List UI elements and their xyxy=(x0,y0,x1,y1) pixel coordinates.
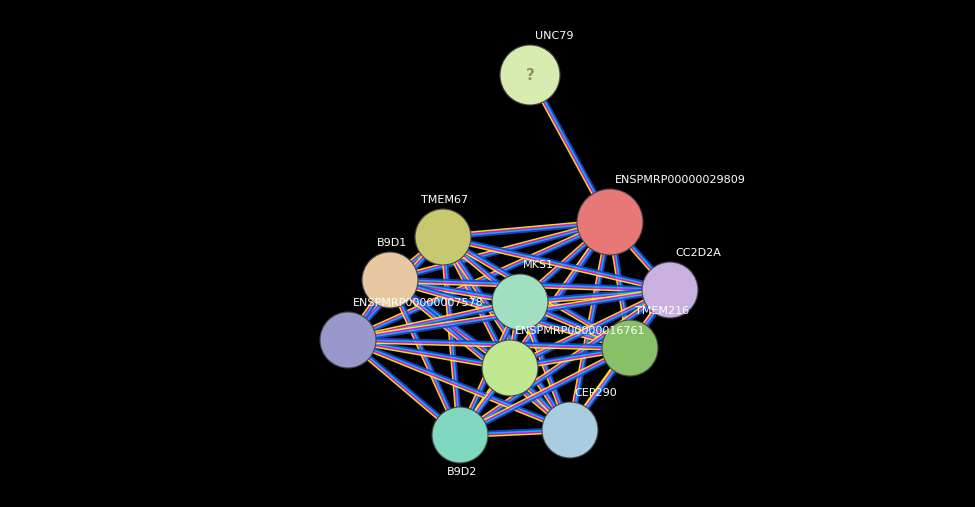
Text: CEP290: CEP290 xyxy=(574,388,617,398)
Text: UNC79: UNC79 xyxy=(535,31,573,41)
Text: ?: ? xyxy=(526,67,534,83)
Circle shape xyxy=(432,407,488,463)
Text: ENSPMRP00000016761: ENSPMRP00000016761 xyxy=(515,326,645,336)
Circle shape xyxy=(362,252,418,308)
Text: TMEM216: TMEM216 xyxy=(635,306,689,316)
Circle shape xyxy=(577,189,643,255)
Text: ENSPMRP00000007578: ENSPMRP00000007578 xyxy=(353,298,484,308)
Text: TMEM67: TMEM67 xyxy=(421,195,469,205)
Text: B9D1: B9D1 xyxy=(377,238,408,248)
Circle shape xyxy=(602,320,658,376)
Circle shape xyxy=(492,274,548,330)
Circle shape xyxy=(320,312,376,368)
Circle shape xyxy=(500,45,560,105)
Circle shape xyxy=(642,262,698,318)
Circle shape xyxy=(415,209,471,265)
Text: MKS1: MKS1 xyxy=(523,260,554,270)
Circle shape xyxy=(542,402,598,458)
Text: B9D2: B9D2 xyxy=(447,467,477,477)
Text: ENSPMRP00000029809: ENSPMRP00000029809 xyxy=(615,175,746,185)
Circle shape xyxy=(482,340,538,396)
Text: CC2D2A: CC2D2A xyxy=(675,248,721,258)
